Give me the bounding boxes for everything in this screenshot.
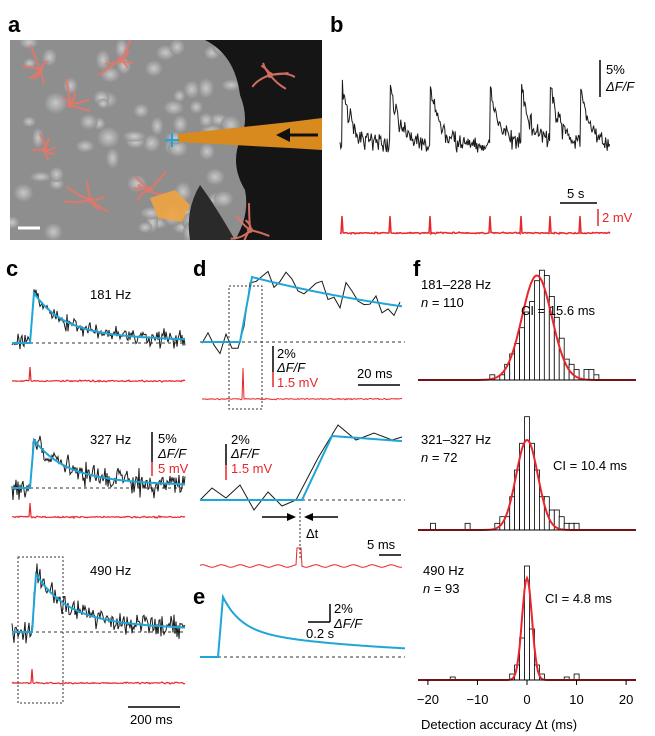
ephys-trace-c3 [11, 668, 186, 685]
panel-a-label: a [8, 12, 21, 37]
panel-d: 2% ΔF/F 1.5 mV 20 ms 2% ΔF/F 1.5 mV Δt 5… [199, 270, 405, 568]
freq-label-327: 327 Hz [90, 432, 131, 447]
histogram-3: 490 Hz n = 93 CI = 4.8 ms [418, 563, 636, 681]
zoom-box-c [17, 556, 64, 704]
fit-curve-d1 [202, 275, 403, 343]
scale-b-mv: 2 mV [602, 210, 633, 225]
x-tick-label: −10 [466, 692, 488, 707]
scale-b-time: 5 s [567, 186, 585, 201]
scale-e-pct: 2% [334, 601, 353, 616]
hist-n: n = 93 [423, 581, 460, 596]
ephys-trace-c1 [11, 366, 186, 383]
scale-d1-dff: ΔF/F [276, 360, 306, 375]
scale-c-pct: 5% [158, 431, 177, 446]
hist-bar [524, 311, 530, 381]
x-tick-label: 0 [523, 692, 530, 707]
freq-label-490: 490 Hz [90, 563, 131, 578]
panel-b-label: b [330, 12, 343, 37]
scale-d2-mv: 1.5 mV [231, 461, 273, 476]
hist-bar [534, 280, 540, 381]
fit-curve-c2 [12, 437, 186, 489]
arrow-right-icon [287, 513, 296, 521]
scale-b-dff: ΔF/F [605, 79, 635, 94]
x-tick-label: 20 [619, 692, 633, 707]
hist-bar [588, 369, 595, 381]
zoom-box-d [228, 285, 263, 410]
panel-e: 2% ΔF/F 0.2 s [200, 593, 405, 658]
scale-d1-pct: 2% [277, 346, 296, 361]
hist-bar [514, 342, 520, 381]
astrocytes [22, 40, 296, 240]
x-axis-label: Detection accuracy Δt (ms) [421, 717, 577, 732]
histogram-2: 321–327 Hz n = 72 CI = 10.4 ms [418, 416, 636, 531]
panel-f: 181–228 Hz n = 110 CI = 15.6 ms 321–327 Hz n… [417, 269, 636, 732]
scale-d1-mv: 1.5 mV [277, 375, 319, 390]
scale-e-dff: ΔF/F [333, 616, 363, 631]
hist-ci: CI = 15.6 ms [521, 303, 596, 318]
scale-d2-dff: ΔF/F [230, 446, 260, 461]
scale-e-time: 0.2 s [306, 626, 335, 641]
dark-region-lower [188, 185, 235, 240]
hist-bar [519, 327, 525, 381]
scale-d2-pct: 2% [231, 432, 250, 447]
scale-d1-time: 20 ms [357, 366, 393, 381]
electrode [178, 118, 322, 150]
hist-bar [573, 522, 580, 531]
calcium-trace-c2 [11, 435, 186, 501]
ephys-trace-d2 [199, 547, 403, 568]
histogram-1: 181–228 Hz n = 110 CI = 15.6 ms [418, 269, 636, 381]
kernel-curve-e [200, 593, 405, 658]
hist-subtitle: 321–327 Hz [421, 432, 491, 447]
calcium-trace-c3 [11, 563, 186, 644]
scale-d2-time: 5 ms [367, 537, 396, 552]
delta-t-label: Δt [306, 526, 319, 541]
scale-c-dff: ΔF/F [157, 446, 187, 461]
hist-bar [524, 416, 530, 531]
calcium-trace-d1 [201, 270, 401, 355]
panel-d-label: d [193, 256, 206, 281]
bright-spot [150, 190, 190, 222]
panel-e-label: e [193, 584, 205, 609]
fit-curve-c3 [12, 571, 185, 633]
scale-c-time: 200 ms [130, 712, 173, 727]
crosshair-icon [165, 133, 179, 147]
panel-f-label: f [413, 256, 421, 281]
calcium-trace-d2 [199, 424, 403, 511]
ephys-trace-c2 [11, 502, 186, 520]
hist-bar [464, 522, 471, 531]
ephys-trace-b [339, 215, 611, 236]
hist-bar [429, 522, 436, 531]
hist-ci: CI = 10.4 ms [553, 458, 628, 473]
hist-subtitle: 490 Hz [423, 563, 464, 578]
scale-b-pct: 5% [606, 62, 625, 77]
freq-label-181: 181 Hz [90, 287, 131, 302]
panel-b: 5% ΔF/F 5 s 2 mV [339, 60, 635, 236]
hist-subtitle: 181–228 Hz [421, 277, 491, 292]
arrow-left-icon [304, 513, 313, 521]
ephys-trace-d1 [201, 367, 403, 401]
calcium-trace-c1 [11, 289, 186, 350]
fit-curve-c1 [12, 290, 186, 344]
panel-a-micrograph [10, 40, 322, 240]
scale-c-mv: 5 mV [158, 461, 189, 476]
hist-n: n = 72 [421, 450, 458, 465]
calcium-trace-b [339, 79, 611, 153]
arrow-icon [276, 128, 290, 142]
panel-c-label: c [6, 256, 18, 281]
fit-curve-d2 [200, 434, 403, 501]
x-tick-label: −20 [417, 692, 439, 707]
hist-n: n = 110 [421, 295, 464, 310]
x-tick-label: 10 [569, 692, 583, 707]
panel-c: 181 Hz 327 Hz 490 Hz 5% ΔF/F 5 mV 200 ms [11, 287, 189, 727]
hist-bar [558, 516, 565, 531]
hist-ci: CI = 4.8 ms [545, 591, 612, 606]
